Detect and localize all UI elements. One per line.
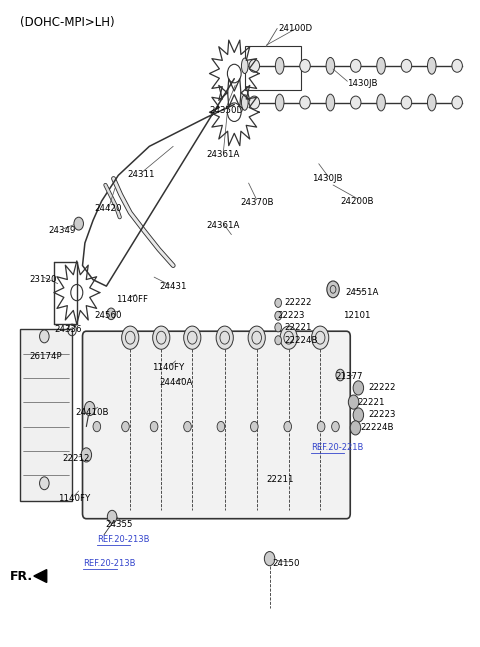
Text: REF.20-213B: REF.20-213B [84,558,136,567]
Text: REF.20-221B: REF.20-221B [311,443,363,452]
Text: 24551A: 24551A [345,288,378,297]
Ellipse shape [241,58,248,74]
Ellipse shape [326,94,335,111]
Circle shape [312,326,329,349]
Text: 24355: 24355 [106,520,133,529]
Text: 24311: 24311 [128,170,156,179]
Ellipse shape [276,58,284,74]
Ellipse shape [326,58,335,74]
Text: 24200B: 24200B [340,197,374,206]
Circle shape [184,326,201,349]
Text: 22223: 22223 [368,410,396,419]
Text: 1430JB: 1430JB [348,80,378,89]
Text: 23120: 23120 [29,275,57,284]
Circle shape [353,408,364,422]
Text: 21377: 21377 [336,372,363,381]
Text: 24361A: 24361A [206,150,240,159]
Text: 22224B: 22224B [284,336,318,345]
Circle shape [74,217,84,230]
Circle shape [81,448,92,462]
Ellipse shape [452,96,462,109]
Ellipse shape [241,95,248,110]
Text: 22221: 22221 [284,323,312,332]
Ellipse shape [401,96,412,109]
Circle shape [332,421,339,432]
Text: 22212: 22212 [62,454,90,463]
Circle shape [121,421,129,432]
Text: 24410B: 24410B [75,408,109,417]
Circle shape [84,401,95,415]
Circle shape [108,510,117,523]
Ellipse shape [300,96,310,109]
Text: 22223: 22223 [277,311,305,320]
Circle shape [184,421,192,432]
Circle shape [336,369,345,381]
Ellipse shape [249,96,260,109]
Text: 24440A: 24440A [159,378,192,388]
Ellipse shape [452,60,462,72]
Ellipse shape [377,58,385,74]
Text: 24420: 24420 [95,204,122,214]
Ellipse shape [428,58,436,74]
Ellipse shape [428,94,436,111]
Circle shape [251,421,258,432]
Ellipse shape [377,94,385,111]
Circle shape [93,421,101,432]
Circle shape [284,421,291,432]
Circle shape [275,323,281,332]
Ellipse shape [350,60,361,72]
Text: 1140FF: 1140FF [116,294,148,303]
Polygon shape [20,329,72,501]
Circle shape [39,477,49,490]
Text: 12101: 12101 [343,311,370,320]
Text: 24349: 24349 [48,226,75,236]
Text: 1140FY: 1140FY [152,363,184,372]
Circle shape [275,336,281,345]
Text: 24336: 24336 [54,325,82,334]
Circle shape [107,308,116,320]
Ellipse shape [350,96,361,109]
Text: 22224B: 22224B [360,423,394,432]
Text: 1430JB: 1430JB [312,174,342,183]
Ellipse shape [249,60,260,72]
Text: 24560: 24560 [95,311,122,320]
Text: 24370B: 24370B [240,198,274,207]
Ellipse shape [276,94,284,111]
Text: REF.20-213B: REF.20-213B [97,535,149,544]
Text: 22222: 22222 [368,384,396,393]
Circle shape [248,326,265,349]
Circle shape [350,421,361,435]
Text: FR.: FR. [10,569,33,582]
Ellipse shape [300,60,310,72]
Text: 24350D: 24350D [209,106,243,115]
Circle shape [348,395,359,409]
Circle shape [275,298,281,307]
FancyBboxPatch shape [83,331,350,519]
Circle shape [264,551,275,565]
Text: 22221: 22221 [357,398,384,406]
Text: 26174P: 26174P [29,353,62,362]
Ellipse shape [401,60,412,72]
Text: 22211: 22211 [266,475,294,484]
Circle shape [39,330,49,343]
Text: 24150: 24150 [273,558,300,567]
Text: (DOHC-MPI>LH): (DOHC-MPI>LH) [21,16,115,28]
Circle shape [153,326,170,349]
Circle shape [217,421,225,432]
Circle shape [327,281,339,298]
Circle shape [353,381,364,395]
Circle shape [280,326,297,349]
Circle shape [150,421,158,432]
Circle shape [121,326,139,349]
Circle shape [275,311,281,320]
Circle shape [216,326,233,349]
Text: 24100D: 24100D [278,24,312,33]
Circle shape [317,421,325,432]
Text: 24361A: 24361A [206,221,240,230]
Text: 22222: 22222 [284,298,312,307]
Text: 1140FY: 1140FY [58,494,90,503]
Text: 24431: 24431 [159,281,186,291]
Polygon shape [34,569,47,582]
